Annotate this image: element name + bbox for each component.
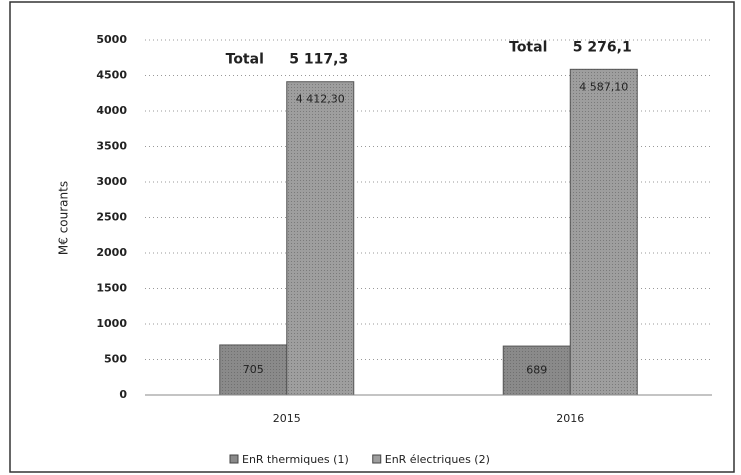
- data-label: 705: [243, 363, 264, 376]
- y-tick-label: 3000: [96, 175, 127, 188]
- annotation-value: 5 117,3: [289, 52, 348, 68]
- legend-swatch: [372, 454, 382, 464]
- chart-frame: [9, 1, 735, 473]
- bar-texture: [503, 346, 571, 395]
- y-tick-label: 1000: [96, 317, 127, 330]
- y-tick-label: 4500: [96, 69, 127, 82]
- legend-label: EnR électriques (2): [385, 453, 490, 466]
- y-tick-label: 5000: [96, 33, 127, 46]
- y-tick-label: 3500: [96, 140, 127, 153]
- x-tick-label: 2016: [556, 412, 584, 425]
- bar-texture: [286, 81, 354, 396]
- data-label: 689: [526, 364, 547, 377]
- y-axis-label: M€ courants: [57, 181, 71, 255]
- bar-texture: [570, 69, 638, 395]
- y-tick-label: 500: [104, 353, 127, 366]
- bar-texture: [219, 344, 287, 395]
- y-tick-label: 0: [119, 388, 127, 401]
- legend-label: EnR thermiques (1): [242, 453, 349, 466]
- legend-swatch: [229, 454, 239, 464]
- annotation-label: Total: [226, 52, 264, 68]
- x-tick-label: 2015: [273, 412, 301, 425]
- y-tick-label: 2000: [96, 246, 127, 259]
- y-tick-label: 1500: [96, 282, 127, 295]
- y-tick-label: 2500: [96, 211, 127, 224]
- data-label: 4 587,10: [579, 80, 628, 93]
- annotation-label: Total: [509, 39, 547, 55]
- annotation-value: 5 276,1: [573, 39, 632, 55]
- data-label: 4 412,30: [296, 93, 345, 106]
- y-tick-label: 4000: [96, 104, 127, 117]
